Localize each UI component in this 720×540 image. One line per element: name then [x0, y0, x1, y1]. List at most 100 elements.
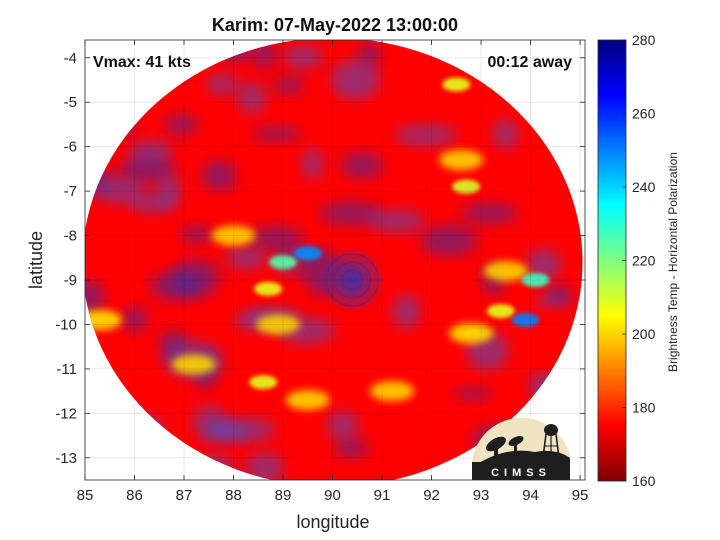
texture-patch — [251, 126, 303, 142]
colorbar-tick-label: 280 — [632, 32, 656, 48]
texture-patch — [225, 246, 267, 269]
texture-patch — [330, 60, 380, 100]
inner-arc-south — [256, 314, 301, 335]
x-tick-label: 88 — [225, 487, 242, 504]
outer-band-east-2 — [521, 273, 550, 287]
satellite-dish-icon — [486, 436, 524, 456]
texture-patch — [358, 42, 381, 67]
texture-patch — [118, 156, 176, 184]
texture-patch — [368, 209, 425, 233]
south-east-cell — [369, 381, 414, 402]
time-offset-annotation: 00:12 away — [487, 54, 572, 71]
y-tick-label: -4 — [64, 50, 77, 67]
texture-patch — [206, 74, 240, 95]
colorbar-tick-label: 180 — [632, 400, 656, 416]
y-tick-label: -12 — [55, 405, 77, 422]
texture-patch — [180, 226, 215, 244]
x-tick-label: 92 — [423, 487, 440, 504]
texture-patch — [85, 279, 105, 317]
texture-patch — [392, 294, 421, 329]
texture-patch — [159, 330, 188, 359]
eye-ring — [333, 261, 371, 299]
x-tick-label: 85 — [77, 487, 94, 504]
texture-patch — [319, 201, 382, 226]
south-band — [249, 375, 278, 390]
texture-patch — [493, 118, 518, 150]
y-tick-label: -7 — [64, 183, 77, 200]
logo-text: CIMSS — [491, 467, 551, 479]
texture-patch — [249, 226, 305, 250]
water-tower-icon — [542, 424, 560, 459]
texture-patch — [121, 306, 148, 332]
northeast-cell — [442, 77, 471, 92]
west-band — [211, 225, 256, 246]
texture-patch — [461, 203, 518, 224]
texture-patch — [395, 124, 458, 146]
eyewall-band-west — [254, 281, 283, 296]
texture-patch — [283, 45, 323, 69]
texture-patch — [164, 114, 199, 135]
texture-patch — [302, 148, 323, 180]
y-tick-label: -13 — [55, 450, 77, 467]
cimss-logo: CIMSS — [472, 417, 570, 480]
eyewall-hot-spot — [293, 246, 322, 261]
colorbar-label: Brightness Temp - Horizontal Polarizatio… — [666, 152, 680, 372]
texture-patch — [201, 160, 237, 191]
x-tick-label: 93 — [473, 487, 490, 504]
y-axis-label: latitude — [26, 231, 46, 289]
texture-patch — [453, 387, 493, 400]
eye-region — [318, 246, 387, 314]
x-tick-label: 87 — [176, 487, 193, 504]
texture-patch — [526, 248, 562, 281]
x-axis-ticks: 85 86 87 88 89 90 91 92 93 94 95 — [77, 40, 589, 504]
x-tick-label: 86 — [126, 487, 143, 504]
y-tick-label: -10 — [55, 316, 77, 333]
colorbar-tick-label: 200 — [632, 326, 656, 342]
y-tick-label: -9 — [64, 272, 77, 289]
west-edge-cell — [85, 310, 122, 330]
colorbar-tick-label: 240 — [632, 179, 656, 195]
chart-title: Karim: 07-May-2022 13:00:00 — [212, 15, 458, 35]
texture-patch — [326, 411, 359, 440]
y-axis-ticks: -4 -5 -6 -7 -8 -9 -10 -11 -12 -13 — [55, 50, 585, 467]
eye-ring — [341, 269, 363, 291]
texture-patch — [335, 438, 369, 459]
x-tick-label: 89 — [275, 487, 292, 504]
colorbar-tick-label: 160 — [632, 473, 656, 489]
outer-band-east — [511, 313, 540, 327]
colorbar-ticks: 160 180 200 220 240 260 280 — [622, 32, 656, 489]
y-tick-label: -5 — [64, 94, 77, 111]
southwest-band — [171, 354, 216, 375]
vmax-annotation: Vmax: 41 kts — [93, 54, 191, 71]
eyewall-band-east — [269, 255, 298, 270]
texture-patch — [548, 283, 571, 304]
texture-patch — [157, 174, 181, 206]
texture-patch — [94, 177, 145, 204]
x-tick-label: 95 — [572, 487, 589, 504]
northeast-cell-2 — [452, 179, 481, 194]
y-tick-label: -8 — [64, 228, 77, 245]
swath-layer — [85, 40, 583, 480]
colorbar-tick-label: 260 — [632, 106, 656, 122]
rain-bands — [85, 77, 550, 410]
eye-ring — [325, 253, 379, 307]
outer-band-east-3 — [486, 304, 515, 319]
x-tick-label: 91 — [374, 487, 391, 504]
texture-patch — [340, 151, 384, 179]
northeast-cell-3 — [439, 150, 484, 170]
texture-patch — [237, 82, 267, 114]
texture-patch — [273, 76, 305, 95]
y-tick-label: -6 — [64, 139, 77, 156]
south-band-2 — [285, 390, 330, 410]
logo-text-band — [472, 462, 570, 480]
plot-frame — [84, 39, 586, 481]
texture-patch — [420, 225, 478, 257]
texture-patch — [171, 259, 221, 297]
x-tick-label: 90 — [324, 487, 341, 504]
texture-patch — [217, 417, 276, 442]
colorbar-tick-label: 220 — [632, 253, 656, 269]
outer-band-east-4 — [449, 323, 494, 344]
x-tick-label: 94 — [522, 487, 539, 504]
x-axis-label: longitude — [296, 512, 369, 532]
